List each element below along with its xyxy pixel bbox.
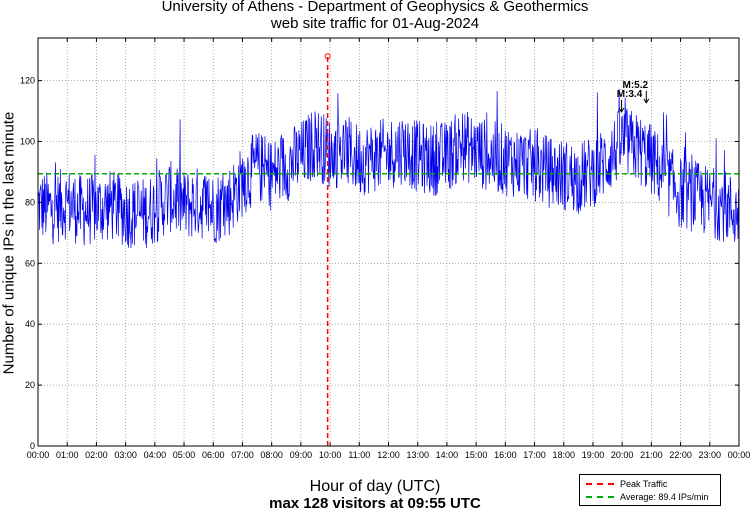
x-tick-label: 23:00 bbox=[699, 450, 722, 460]
legend-average: Average: 89.4 IPs/min bbox=[586, 491, 708, 503]
y-tick-label: 0 bbox=[30, 441, 35, 451]
x-tick-label: 05:00 bbox=[173, 450, 196, 460]
quake-annotation-label: M:5.2 bbox=[623, 80, 649, 91]
y-tick-label: 20 bbox=[25, 380, 35, 390]
x-tick-label: 14:00 bbox=[436, 450, 459, 460]
x-tick-label: 04:00 bbox=[144, 450, 167, 460]
x-tick-label: 18:00 bbox=[552, 450, 575, 460]
legend-average-label: Average: 89.4 IPs/min bbox=[620, 492, 709, 502]
x-tick-label: 08:00 bbox=[260, 450, 283, 460]
legend-average-swatch bbox=[586, 496, 614, 498]
x-tick-label: 02:00 bbox=[85, 450, 108, 460]
quake-arrow-head bbox=[643, 98, 650, 104]
legend-peak-swatch bbox=[586, 483, 614, 485]
x-tick-label: 07:00 bbox=[231, 450, 254, 460]
series-line bbox=[37, 88, 740, 249]
series-group bbox=[37, 88, 740, 249]
peak-marker bbox=[324, 53, 331, 60]
x-tick-label: 00:00 bbox=[27, 450, 50, 460]
tick-group: 00:00 01:00 02:00 03:00 04:00 05:00 06:00 07:00… bbox=[20, 38, 750, 460]
x-tick-label: 12:00 bbox=[377, 450, 400, 460]
x-tick-label: 03:00 bbox=[114, 450, 137, 460]
y-tick-label: 120 bbox=[20, 76, 35, 86]
x-tick-label: 09:00 bbox=[290, 450, 313, 460]
x-tick-label: 15:00 bbox=[465, 450, 488, 460]
legend-peak: Peak Traffic bbox=[586, 478, 667, 490]
x-tick-label: 20:00 bbox=[611, 450, 634, 460]
x-tick-label: 22:00 bbox=[669, 450, 692, 460]
x-tick-label: 16:00 bbox=[494, 450, 517, 460]
legend: Peak Traffic Average: 89.4 IPs/min bbox=[579, 474, 721, 506]
y-tick-label: 100 bbox=[20, 137, 35, 147]
x-tick-label: 11:00 bbox=[348, 450, 370, 460]
y-tick-label: 60 bbox=[25, 258, 35, 268]
chart-title-line2: web site traffic for 01-Aug-2024 bbox=[270, 15, 480, 32]
x-tick-label: 06:00 bbox=[202, 450, 225, 460]
peak-summary: max 128 visitors at 09:55 UTC bbox=[269, 495, 481, 512]
overlay-group: M:5.2M:3.4 bbox=[38, 53, 739, 446]
x-tick-label: 19:00 bbox=[582, 450, 605, 460]
x-tick-label: 00:00 bbox=[728, 450, 750, 460]
x-tick-label: 10:00 bbox=[319, 450, 342, 460]
x-tick-label: 13:00 bbox=[406, 450, 429, 460]
y-tick-label: 80 bbox=[25, 197, 35, 207]
y-tick-label: 40 bbox=[25, 319, 35, 329]
x-tick-label: 21:00 bbox=[640, 450, 663, 460]
x-tick-label: 17:00 bbox=[523, 450, 546, 460]
legend-peak-label: Peak Traffic bbox=[620, 479, 668, 489]
quake-arrow-head bbox=[618, 107, 625, 113]
x-axis-label: Hour of day (UTC) bbox=[309, 478, 441, 495]
chart-title-line1: University of Athens - Department of Geo… bbox=[161, 0, 589, 15]
x-tick-label: 01:00 bbox=[56, 450, 79, 460]
quake-annotation-label: M:3.4 bbox=[617, 89, 643, 100]
grid bbox=[38, 38, 739, 446]
y-axis-label: Number of unique IPs in the last minute bbox=[0, 111, 18, 375]
